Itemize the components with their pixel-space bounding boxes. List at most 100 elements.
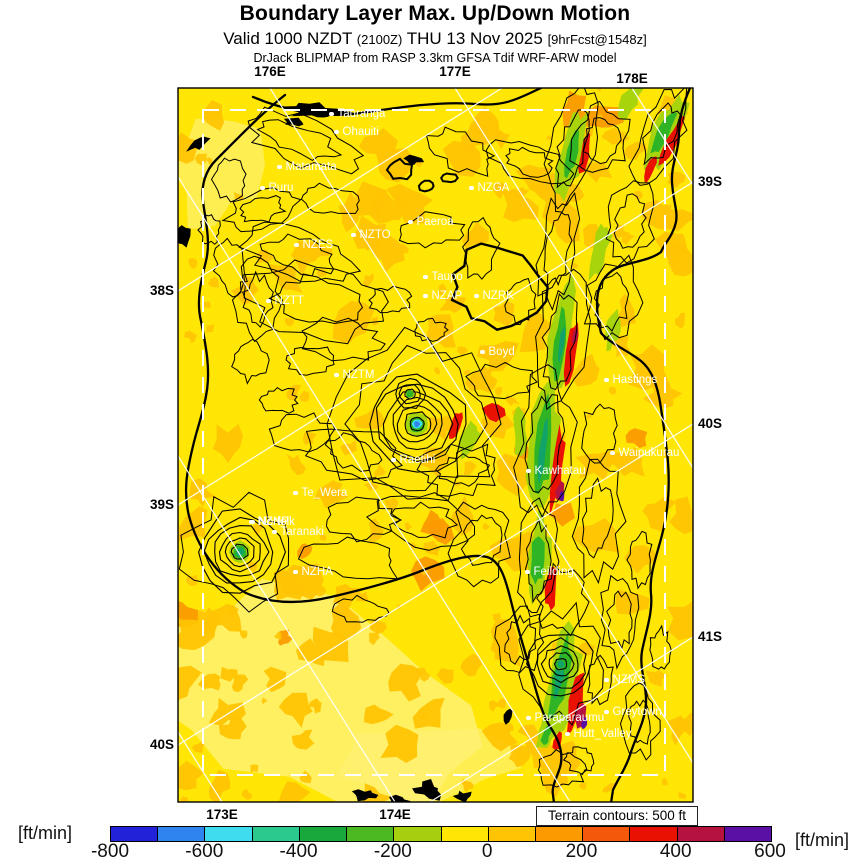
axis-label-left-39S: 39S <box>149 497 174 512</box>
place-name: Boyd <box>488 346 515 358</box>
axis-label-top-176E: 176E <box>254 64 286 79</box>
place-name: Taupo <box>431 271 463 283</box>
colorbar-segment-1 <box>157 827 205 841</box>
model-line: DrJack BLIPMAP from RASP 3.3km GFSA Tdif… <box>253 51 617 65</box>
place-dot <box>334 129 339 134</box>
colorbar-segment-12 <box>676 827 724 841</box>
place-name: Kawhatau <box>534 465 586 477</box>
place-name: Paraparaumu <box>534 712 605 724</box>
place-name: NZGA <box>477 182 510 194</box>
axis-label-left-40S: 40S <box>149 737 174 752</box>
place-name: Hutt_Valley <box>573 728 632 740</box>
place-name: NZRK <box>482 290 514 302</box>
colorbar-tick-200: 200 <box>565 841 598 860</box>
place-label-taupo: Taupo <box>423 271 463 283</box>
place-dot <box>526 468 531 473</box>
colorbar-tick--200: -200 <box>373 841 412 860</box>
place-label-kawhatau: Kawhatau <box>526 465 586 477</box>
valid-prefix: Valid 1000 NZDT <box>223 29 353 48</box>
lakes <box>385 157 549 331</box>
place-dot <box>266 298 271 303</box>
model-domain-boundary <box>202 109 666 776</box>
axis-label-top-177E: 177E <box>439 64 471 79</box>
page-title: Boundary Layer Max. Up/Down Motion <box>239 2 631 25</box>
place-dot <box>408 219 413 224</box>
place-dot <box>391 457 396 462</box>
place-name: Matamata <box>285 161 337 173</box>
coast-east <box>595 88 692 802</box>
colorbar-segment-3 <box>251 827 299 841</box>
place-label-greytown: Greytown <box>604 706 662 718</box>
place-label-hastings: Hastings <box>604 374 658 386</box>
place-label-raetihi: Raetihi <box>391 454 435 466</box>
colorbar-segment-6 <box>393 827 441 841</box>
place-label-ohauiti: Ohauiti <box>334 126 379 138</box>
place-name: NZTT <box>274 295 304 307</box>
place-dot <box>469 185 474 190</box>
place-name: NZTM <box>342 369 375 381</box>
terrain-contours <box>178 88 688 788</box>
axis-label-right-40S: 40S <box>698 416 723 431</box>
place-label-paeroa: Paeroa <box>408 216 454 228</box>
graticule-lines <box>178 88 693 802</box>
place-label-waipukurau: Waipukurau <box>610 447 679 459</box>
place-dot <box>293 569 298 574</box>
place-label-nzms: NZMS <box>604 674 645 686</box>
place-dot <box>250 519 255 524</box>
place-label-nztm: NZTM <box>334 369 375 381</box>
colorbar-segment-7 <box>440 827 488 841</box>
valid-date: THU 13 Nov 2025 <box>406 29 543 48</box>
place-label-norfolk: Norfolk <box>250 516 295 528</box>
place-label-ruru: Ruru <box>260 182 294 194</box>
place-name: Tauranga <box>337 108 386 120</box>
axis-label-left-38S: 38S <box>149 283 174 298</box>
place-label-nzap: NZAP <box>423 290 463 302</box>
place-label-hutt_valley: Hutt_Valley <box>565 728 632 740</box>
colorbar-tick-400: 400 <box>659 841 692 860</box>
place-dot <box>604 377 609 382</box>
colorbar-segment-5 <box>346 827 394 841</box>
colorbar-unit-left: [ft/min] <box>18 823 73 843</box>
place-label-nzga: NZGA <box>469 182 510 194</box>
coastline <box>184 88 692 802</box>
valid-time-line: Valid 1000 NZDT (2100Z) THU 13 Nov 2025 … <box>0 29 850 49</box>
place-dot <box>351 232 356 237</box>
updown-streaks <box>448 88 690 750</box>
axis-label-top-178E: 178E <box>616 71 648 86</box>
colorbar-tick--800: -800 <box>90 841 130 860</box>
axis-label-right-39S: 39S <box>698 174 723 189</box>
colorbar-segment-8 <box>487 827 535 841</box>
place-dot <box>474 293 479 298</box>
place-dot <box>272 529 277 534</box>
map-frame <box>177 87 694 803</box>
colorbar-tick-600: 600 <box>754 841 786 860</box>
place-dot <box>423 293 428 298</box>
place-label-nztt: NZTT <box>266 295 304 307</box>
place-dot <box>294 242 299 247</box>
place-name: Hastings <box>612 374 658 386</box>
colorbar-tick--400: -400 <box>279 841 318 860</box>
place-label-boyd: Boyd <box>480 346 515 358</box>
place-label-nzrk: NZRK <box>474 290 514 302</box>
place-dot <box>604 677 609 682</box>
place-name: NZHA <box>301 566 333 578</box>
colorbar-segment-0 <box>111 827 158 841</box>
place-dot <box>293 490 298 495</box>
colorbar-segment-13 <box>723 827 772 841</box>
place-label-nzha: NZHA <box>293 566 333 578</box>
colorbar-segment-2 <box>204 827 252 841</box>
place-label-matamata: Matamata <box>277 161 337 173</box>
place-name: Te_Wera <box>301 487 348 499</box>
place-name: Ohauiti <box>342 126 379 138</box>
place-dot <box>604 709 609 714</box>
place-name: Feilding <box>533 566 574 578</box>
terrain-contours-note: Terrain contours: 500 ft <box>536 806 698 826</box>
place-label-nzes: NZES <box>294 239 333 251</box>
place-name: NZTO <box>359 229 391 241</box>
place-dot <box>610 450 615 455</box>
place-label-feilding: Feilding <box>525 566 574 578</box>
place-name: Ruru <box>268 182 294 194</box>
place-dot <box>260 185 265 190</box>
place-name: NZAP <box>431 290 463 302</box>
